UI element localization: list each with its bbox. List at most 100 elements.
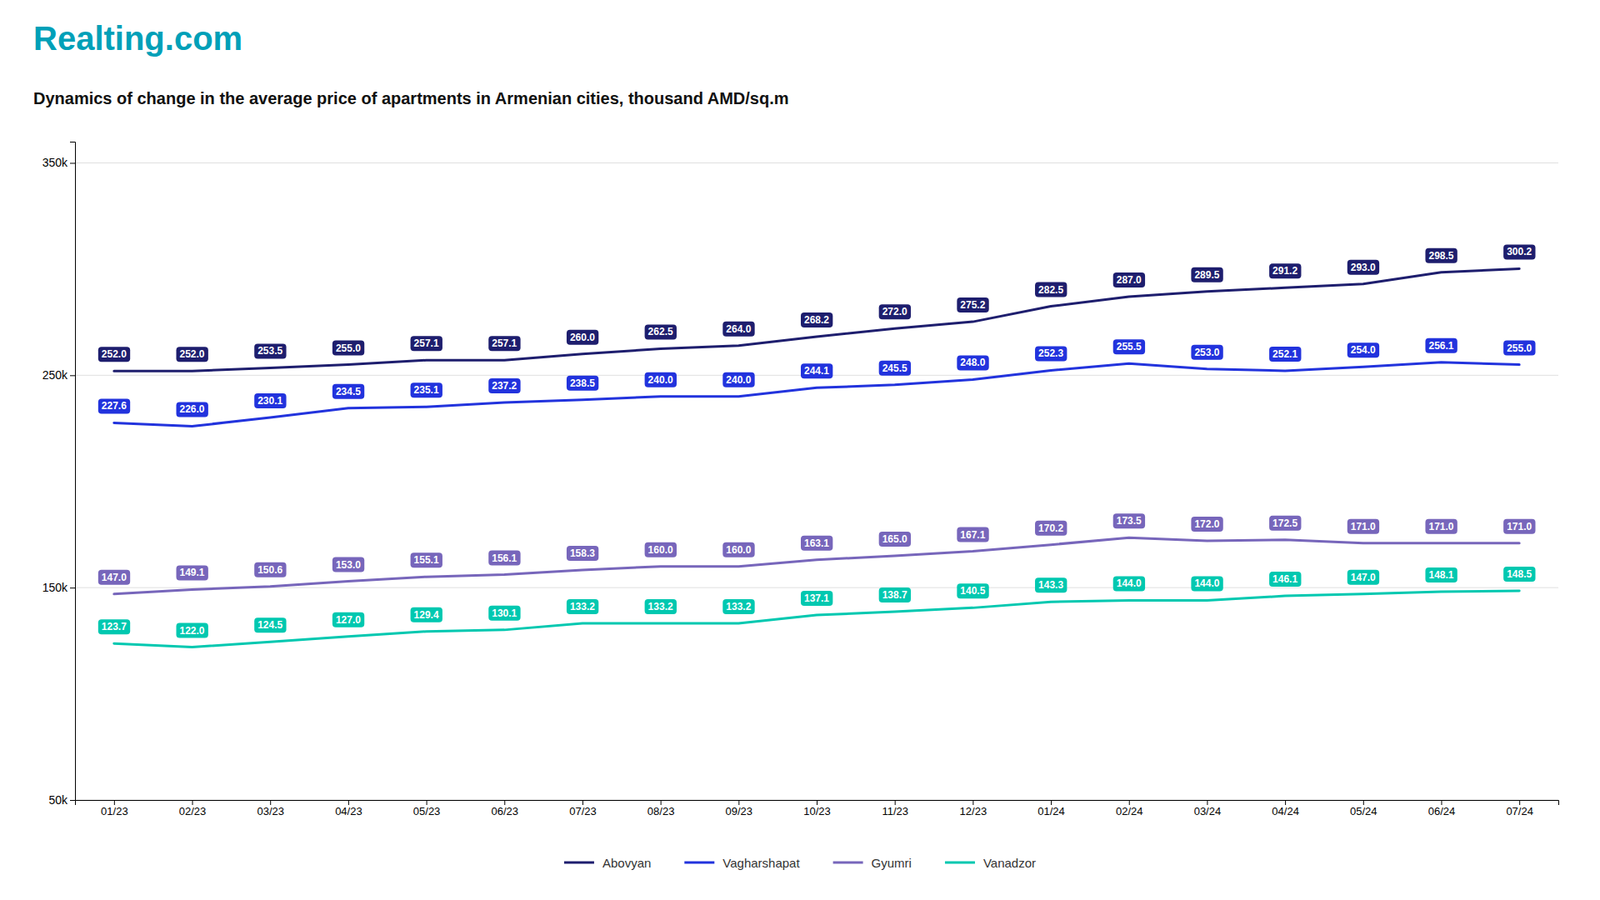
data-label: 234.5: [332, 384, 365, 400]
legend-swatch: [684, 861, 715, 865]
data-label-box: [1425, 519, 1457, 535]
data-label-text: 144.0: [1194, 577, 1220, 590]
data-label-box: [98, 570, 130, 585]
data-label: 287.0: [1113, 272, 1145, 288]
data-label-text: 255.0: [335, 342, 361, 355]
data-label: 252.0: [98, 346, 130, 362]
data-label-box: [722, 542, 755, 558]
legend-swatch: [564, 861, 595, 865]
data-label-text: 289.5: [1194, 269, 1220, 281]
data-label: 123.7: [98, 619, 130, 635]
x-tick: 07/24: [1505, 800, 1534, 818]
data-label-text: 268.2: [804, 314, 830, 326]
data-label-text: 127.0: [335, 614, 361, 626]
data-label: 252.1: [1269, 346, 1301, 362]
title: Dynamics of change in the average price …: [33, 89, 790, 108]
data-label-box: [722, 599, 755, 615]
legend-swatch: [945, 861, 975, 865]
data-label: 155.1: [410, 552, 443, 568]
data-label-text: 171.0: [1506, 520, 1532, 533]
data-label-box: [98, 398, 130, 414]
x-tick-mark: [1050, 800, 1052, 805]
data-label-box: [1347, 260, 1380, 275]
data-label: 257.1: [488, 335, 520, 351]
data-label-text: 167.1: [960, 529, 985, 541]
data-label-text: 257.1: [491, 337, 517, 350]
data-label-text: 240.0: [725, 374, 751, 386]
data-label: 140.5: [956, 583, 989, 599]
data-label-box: [176, 346, 209, 362]
data-label-box: [332, 384, 365, 400]
data-label-box: [176, 623, 209, 639]
data-label-text: 300.2: [1506, 245, 1532, 258]
x-tick-label: 03/24: [1194, 805, 1222, 818]
y-tick: 350k: [42, 155, 75, 170]
x-tick-label: 06/23: [490, 805, 519, 818]
x-tick-label: 06/24: [1428, 805, 1456, 818]
y-tick-label: 50k: [48, 793, 69, 807]
data-label-text: 153.0: [335, 559, 361, 571]
data-label-box: [1035, 282, 1067, 298]
data-label: 264.0: [722, 321, 755, 337]
data-label-text: 245.5: [882, 362, 908, 375]
x-tick-mark: [972, 800, 974, 805]
legend-label: Vanadzor: [983, 855, 1036, 870]
x-tick: 03/23: [256, 800, 285, 818]
data-label-text: 287.0: [1116, 274, 1142, 286]
data-label-box: [1269, 515, 1301, 531]
x-tick: 02/24: [1115, 800, 1144, 818]
x-tick-label: 09/23: [725, 805, 754, 818]
x-tick-label: 05/24: [1350, 805, 1378, 818]
x-tick-mark: [192, 800, 194, 805]
x-tick-label: 10/23: [803, 805, 831, 818]
data-label: 275.2: [956, 297, 989, 313]
x-tick: 04/24: [1271, 800, 1300, 818]
data-label: 240.0: [645, 372, 677, 388]
data-label: 143.3: [1035, 577, 1067, 593]
data-label-text: 248.0: [960, 356, 985, 369]
data-label-box: [254, 617, 286, 633]
data-label-box: [488, 605, 520, 621]
data-label: 237.2: [488, 378, 520, 394]
data-label-box: [879, 304, 911, 320]
data-label-text: 138.7: [882, 589, 908, 601]
data-label-box: [410, 382, 443, 398]
data-label-box: [1503, 566, 1535, 582]
data-label-box: [800, 535, 833, 551]
data-label-text: 252.1: [1272, 348, 1298, 360]
chart: Realting.comDynamics of change in the av…: [0, 0, 1600, 900]
data-label-box: [1113, 513, 1145, 529]
data-label: 253.5: [254, 343, 286, 359]
x-tick-label: 01/23: [100, 805, 129, 818]
data-label-text: 253.5: [257, 345, 283, 357]
data-label: 235.1: [410, 382, 443, 398]
x-tick-label: 12/23: [960, 805, 988, 818]
data-label: 252.3: [1035, 345, 1067, 361]
data-label: 254.0: [1347, 342, 1380, 358]
data-label: 171.0: [1503, 519, 1535, 535]
data-label-text: 158.3: [570, 547, 595, 560]
data-label: 244.1: [800, 363, 833, 379]
x-tick: 02/23: [179, 800, 207, 818]
data-labels: 252.0252.0253.5255.0257.1257.1260.0262.5…: [98, 244, 1536, 638]
data-label: 138.7: [879, 587, 911, 603]
x-tick-label: 11/23: [881, 805, 909, 818]
data-label: 238.5: [566, 375, 599, 391]
data-label-text: 144.0: [1116, 577, 1142, 590]
data-label: 144.0: [1190, 575, 1223, 591]
x-tick-mark: [504, 800, 505, 805]
y-tick-label: 150k: [42, 580, 69, 595]
data-label-text: 252.0: [101, 348, 127, 360]
legend-swatch: [833, 861, 864, 865]
data-label-box: [332, 612, 365, 628]
data-label-text: 226.0: [180, 403, 205, 415]
data-label: 158.3: [566, 545, 599, 561]
x-tick-mark: [1285, 800, 1286, 805]
data-label-box: [800, 590, 833, 606]
data-label: 253.0: [1190, 345, 1223, 360]
data-label: 248.0: [956, 355, 989, 370]
data-label-text: 282.5: [1038, 284, 1064, 296]
data-label-text: 140.5: [960, 585, 985, 597]
data-label-text: 130.1: [491, 607, 517, 620]
data-label: 153.0: [332, 557, 365, 573]
